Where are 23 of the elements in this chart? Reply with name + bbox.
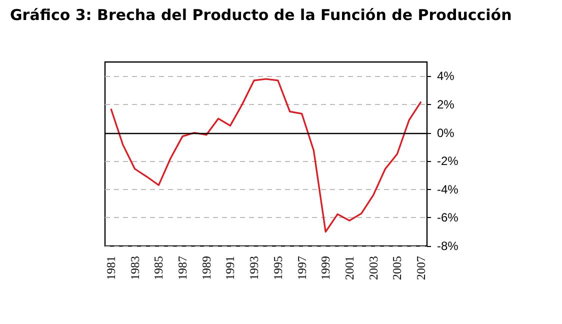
y-tick-label: 4% bbox=[437, 69, 455, 84]
x-tick-label: 1983 bbox=[128, 256, 142, 280]
y-tick-label: -6% bbox=[437, 210, 459, 225]
y-tick-label: -8% bbox=[437, 239, 459, 253]
x-tick-label: 1991 bbox=[223, 256, 238, 280]
chart-title: Gráfico 3: Brecha del Producto de la Función de Producción bbox=[10, 6, 512, 24]
x-tick-label: 1985 bbox=[152, 256, 166, 280]
x-tick-label: 2007 bbox=[414, 256, 428, 280]
x-tick-label: 1999 bbox=[318, 256, 333, 280]
y-tick-label: -4% bbox=[437, 182, 459, 196]
x-tick-label: 2005 bbox=[390, 256, 404, 280]
x-tick-label: 1989 bbox=[199, 256, 214, 280]
x-tick-label: 2003 bbox=[366, 256, 380, 280]
x-tick-label: 1997 bbox=[294, 256, 309, 280]
line-series bbox=[110, 78, 422, 233]
x-tick-label: 1993 bbox=[247, 256, 262, 280]
x-tick-label: 2001 bbox=[342, 256, 356, 280]
y-tick-label: 2% bbox=[437, 97, 455, 112]
x-tick-label: 1987 bbox=[176, 256, 190, 280]
y-tick-label: -2% bbox=[437, 154, 459, 168]
x-tick-label: 1995 bbox=[270, 256, 285, 280]
y-tick-label: 0% bbox=[437, 126, 455, 140]
x-tick-label: 1981 bbox=[104, 256, 118, 280]
